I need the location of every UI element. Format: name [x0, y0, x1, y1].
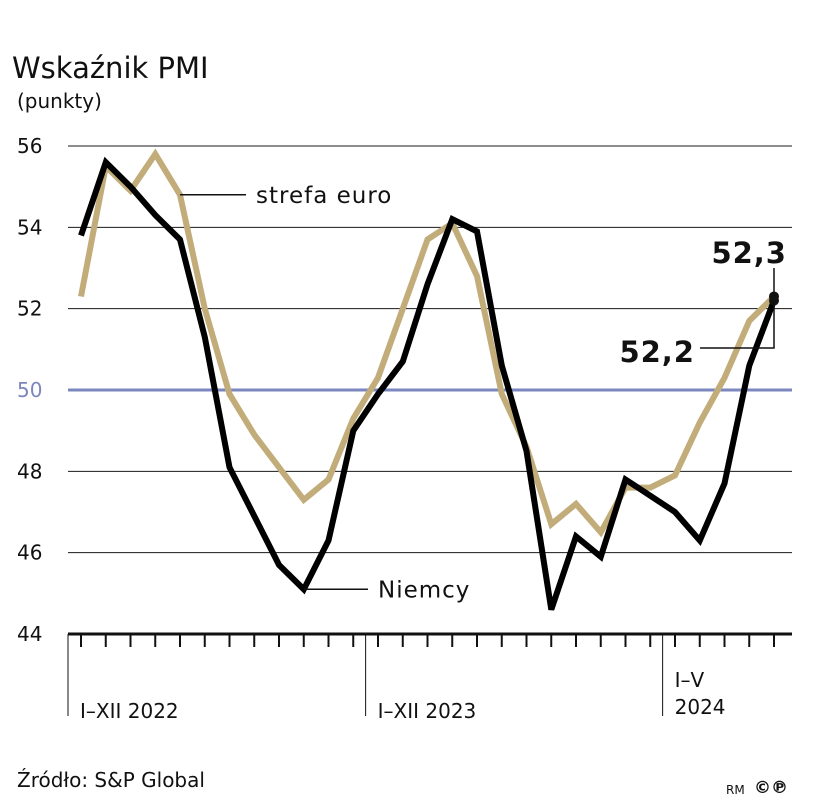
y-tick-label-48: 48 [17, 459, 42, 483]
series-line-niemcy [78, 156, 777, 611]
credit-initials: RM [726, 783, 745, 797]
series-label-niemcy: Niemcy [378, 577, 470, 603]
chart-subtitle: (punkty) [17, 89, 102, 113]
period-label-1: I–XII 2023 [378, 699, 477, 723]
annotations: strefa euro Niemcy 52,3 52,2 [180, 183, 787, 603]
x-axis [67, 632, 792, 716]
period-label-2: I–V 2024 [675, 668, 726, 719]
source-note: Źródło: S&P Global [17, 768, 205, 792]
y-tick-label-54: 54 [17, 215, 42, 239]
y-tick-label-52: 52 [17, 297, 42, 321]
y-tick-label-56: 56 [17, 134, 42, 158]
y-tick-label-50: 50 [17, 378, 42, 402]
value-label-strefa-euro: 52,3 [711, 236, 787, 270]
series-label-strefa-euro: strefa euro [256, 183, 392, 209]
value-leader-niemcy [700, 300, 775, 349]
x-axis-period-labels: I–XII 2022 I–XII 2023 I–V 2024 [80, 668, 726, 723]
chart-title: Wskaźnik PMI [12, 51, 209, 85]
y-axis-tick-labels: 44 46 48 50 52 54 56 [17, 134, 42, 646]
y-tick-label-44: 44 [17, 622, 42, 646]
y-tick-label-46: 46 [17, 541, 42, 565]
series-lines [78, 148, 777, 611]
copyright-mark: ©℗ [754, 778, 788, 798]
value-label-niemcy: 52,2 [619, 335, 695, 369]
period-label-0: I–XII 2022 [80, 699, 179, 723]
series-line-strefa-euro [78, 148, 777, 538]
